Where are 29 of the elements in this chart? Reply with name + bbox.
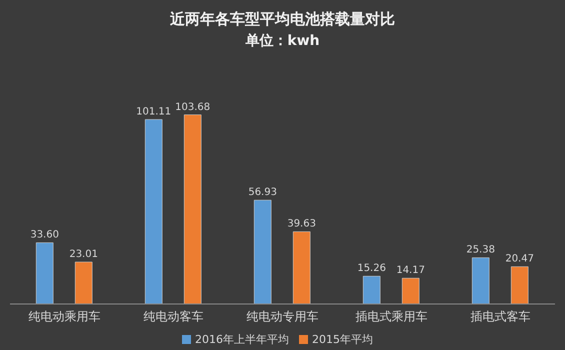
bar [254,200,272,304]
bar [36,242,54,304]
chart-title: 近两年各车型平均电池搭载量对比 [169,10,396,29]
bar [292,231,310,304]
data-label: 103.68 [175,102,210,113]
data-label: 39.63 [287,218,316,230]
data-label: 101.11 [136,106,172,118]
chart-subtitle: 单位：kwh [244,32,321,50]
legend-label: 2016年上半年平均 [195,333,289,346]
bar [184,114,202,304]
data-label: 33.60 [30,230,59,241]
data-label: 25.38 [466,244,495,256]
legend-label: 2015年平均 [312,333,373,346]
bar [144,119,162,304]
x-tick-label: 纯电动客车 [144,310,204,324]
data-label: 20.47 [505,254,534,265]
data-label: 15.26 [357,263,386,274]
data-label: 56.93 [248,187,277,198]
bar [74,262,92,304]
x-tick-label: 纯电动乘用车 [28,310,100,324]
data-label: 23.01 [69,249,98,260]
x-tick-label: 插电式客车 [470,310,530,324]
data-label: 14.17 [396,265,425,276]
x-tick-label: 插电式乘用车 [356,310,428,324]
x-tick-label: 纯电动专用车 [246,310,318,324]
bar [472,257,490,304]
bar [402,278,420,304]
bar [362,276,380,304]
bar [510,266,528,304]
